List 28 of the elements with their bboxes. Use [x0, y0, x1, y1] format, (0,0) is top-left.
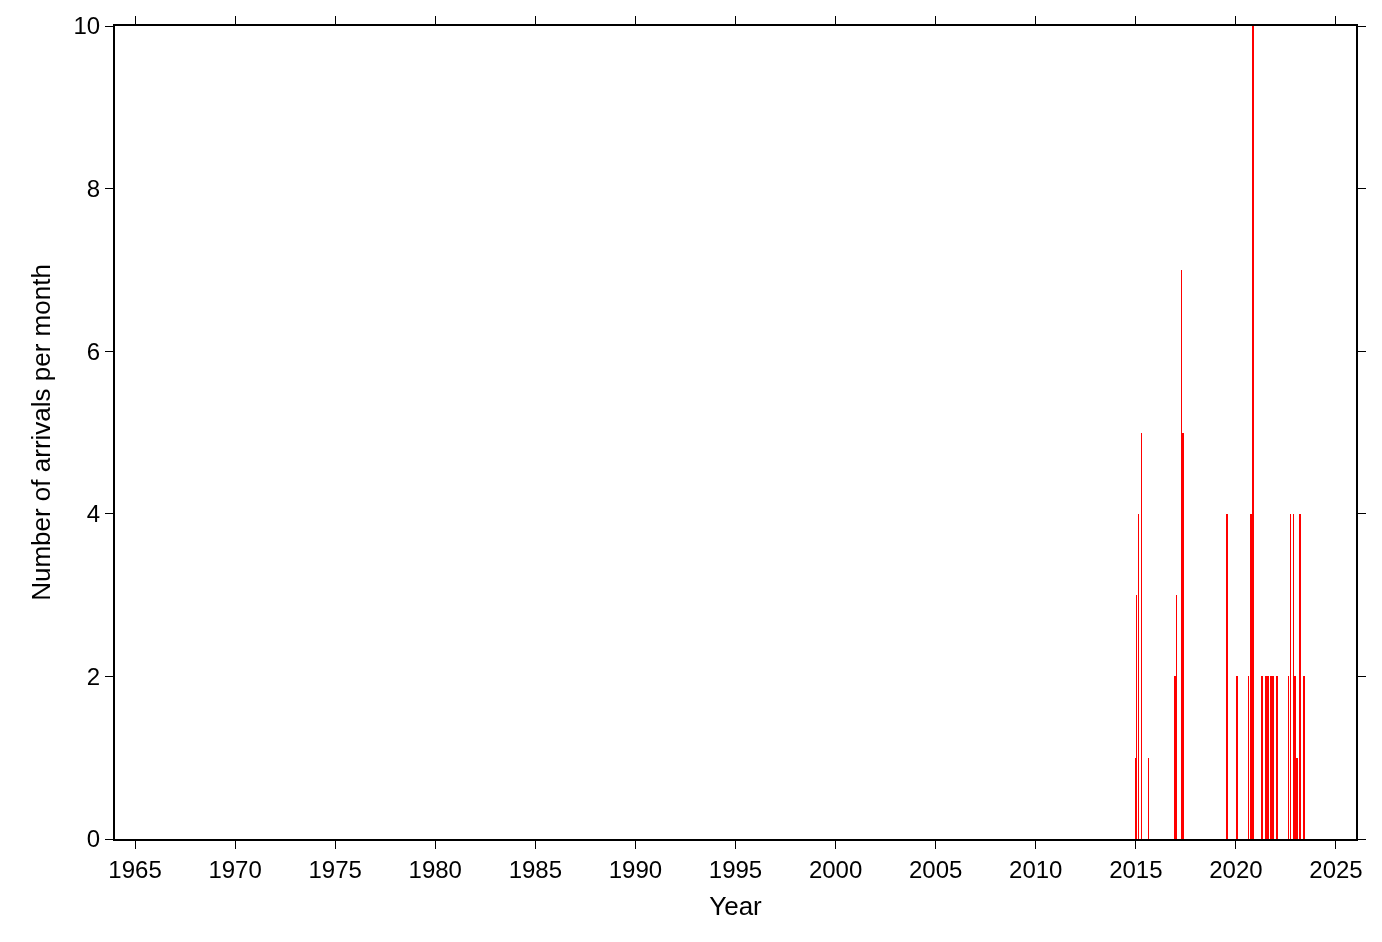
x-tick-label: 2015 [1109, 855, 1163, 883]
y-tick-label: 8 [86, 175, 101, 202]
x-tick-label: 2000 [808, 855, 863, 883]
y-tick-label: 2 [86, 662, 101, 690]
x-tick-label: 1965 [108, 855, 162, 883]
x-tick-label: 1995 [708, 855, 763, 883]
y-axis-title: Number of arrivals per month [26, 264, 57, 601]
y-tick-label: 0 [86, 825, 101, 853]
y-tick-label: 10 [73, 12, 101, 40]
bar [1236, 676, 1238, 839]
y-tick-label: 4 [86, 500, 101, 528]
x-axis-title: Year [709, 891, 763, 921]
x-tick-label: 1980 [408, 855, 462, 883]
bar [1303, 676, 1305, 839]
x-tick-label: 2025 [1309, 855, 1363, 883]
x-tick-label: 1970 [208, 855, 262, 883]
bar [1226, 514, 1228, 839]
bar [1252, 26, 1254, 839]
bar [1299, 514, 1301, 839]
bar [1261, 676, 1263, 839]
x-tick-label: 1990 [608, 855, 663, 883]
x-tick-label: 2005 [908, 855, 963, 883]
x-tick-label: 1975 [308, 855, 362, 883]
x-tick-label: 1985 [508, 855, 563, 883]
x-tick-label: 2010 [1009, 855, 1063, 883]
x-tick-label: 2020 [1209, 855, 1263, 883]
bar [1276, 676, 1278, 839]
y-tick-label: 6 [86, 337, 101, 365]
